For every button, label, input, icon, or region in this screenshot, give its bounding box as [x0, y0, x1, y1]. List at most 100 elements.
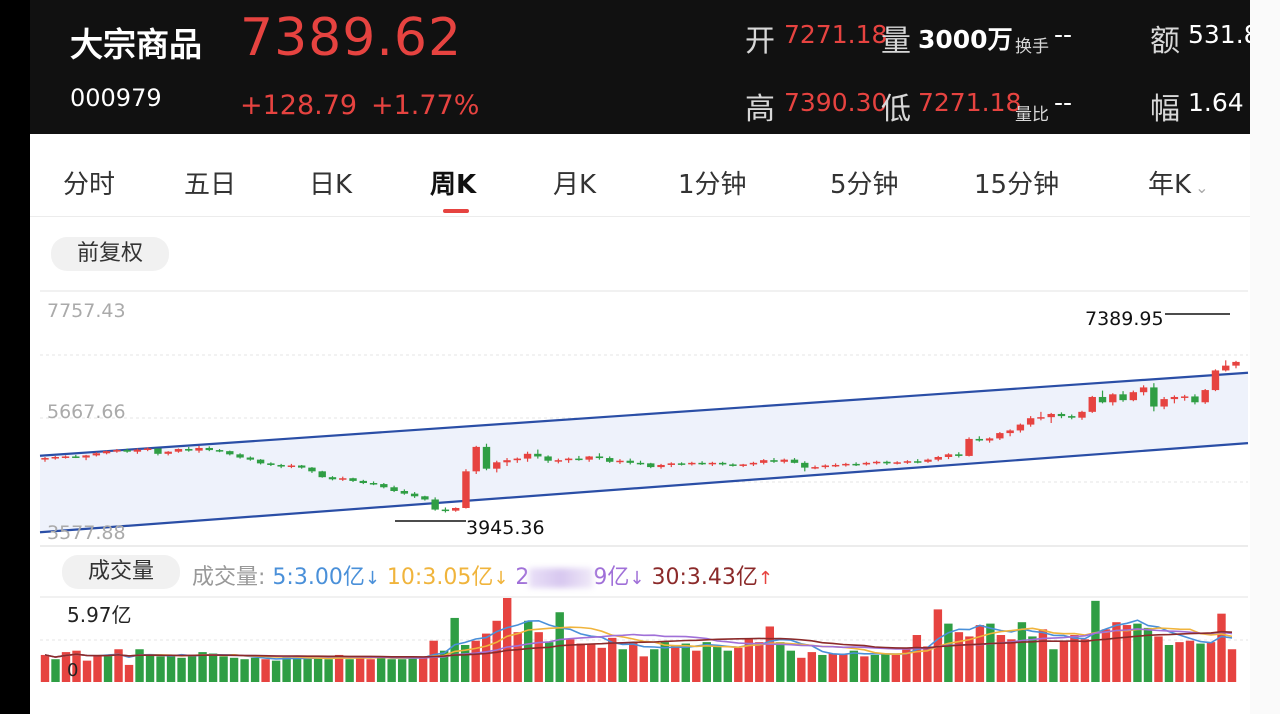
candlestick — [287, 465, 296, 467]
candlestick — [349, 478, 357, 481]
candlestick — [780, 459, 788, 462]
high-value: 7390.30 — [784, 88, 888, 117]
tab-daily-k[interactable]: 日K — [309, 170, 353, 200]
candlestick — [677, 463, 686, 465]
volume-bar — [849, 650, 859, 682]
volume-bar — [1122, 625, 1132, 682]
volume-bar — [313, 657, 323, 682]
candlestick — [174, 449, 183, 452]
candlestick — [1037, 417, 1045, 419]
volume-bar — [387, 659, 396, 682]
high-marker-label: 7389.95 — [1085, 308, 1164, 330]
volume-bar — [502, 597, 512, 682]
volume-bar — [1227, 649, 1237, 682]
volume-bar — [1017, 622, 1027, 682]
candlestick — [616, 460, 624, 463]
low-marker-label: 3945.36 — [466, 517, 545, 539]
volume-bar — [282, 656, 291, 682]
volume-bar — [1059, 640, 1069, 682]
candlestick — [431, 499, 439, 510]
tab-15min[interactable]: 15分钟 — [974, 170, 1060, 200]
candlestick — [657, 464, 665, 468]
candlestick — [143, 448, 152, 450]
volume-bar — [250, 657, 260, 682]
volume-bar — [1080, 639, 1090, 682]
volume-bar — [471, 640, 480, 682]
candlestick — [1201, 390, 1209, 403]
volume-bar — [376, 656, 386, 682]
volume-bar — [166, 654, 176, 682]
candlestick — [339, 478, 347, 480]
volume-bar — [524, 620, 533, 682]
candlestick — [708, 462, 717, 465]
volume-bar — [954, 632, 964, 682]
volume-bar — [881, 653, 890, 682]
amplitude-value: 1.64 — [1188, 88, 1244, 117]
volume-bar — [460, 644, 470, 682]
volume-bar — [839, 653, 848, 682]
candlestick — [41, 458, 49, 460]
candlestick — [852, 463, 860, 466]
tab-1min[interactable]: 1分钟 — [678, 170, 747, 200]
volume-bar — [912, 635, 922, 682]
volume-bar — [355, 656, 365, 682]
volume-indicator-button[interactable]: 成交量 — [62, 555, 180, 589]
volume-bar — [1206, 642, 1216, 682]
candlestick — [985, 438, 994, 441]
y-axis-mid-label: 5667.66 — [47, 401, 126, 423]
index-price: 7389.62 — [240, 8, 463, 68]
candlestick — [554, 460, 563, 462]
candlestick — [667, 463, 675, 465]
tab-5min[interactable]: 5分钟 — [830, 170, 899, 200]
volume-bar — [755, 642, 764, 682]
volume-bar — [439, 650, 449, 682]
volume-bar — [1175, 642, 1184, 682]
candlestick — [924, 459, 932, 462]
volume-bar — [240, 659, 249, 682]
candlestick — [955, 454, 963, 456]
down-arrow-icon: ↓ — [364, 568, 380, 589]
candlestick — [1150, 387, 1158, 407]
volume-bar — [671, 644, 680, 682]
volume-ratio-value: -- — [1054, 88, 1073, 117]
volume-bar — [1154, 636, 1163, 682]
candlestick — [472, 446, 480, 472]
up-arrow-icon: ↑ — [757, 568, 774, 589]
candlestick — [790, 459, 799, 463]
candlestick — [1191, 396, 1199, 403]
candlestick — [544, 456, 552, 461]
volume-bar — [1028, 636, 1037, 682]
candlestick — [410, 493, 419, 497]
candlestick — [831, 464, 840, 467]
candlestick — [739, 464, 747, 466]
adjust-button[interactable]: 前复权 — [51, 237, 169, 271]
open-value: 7271.18 — [784, 20, 888, 49]
period-tabs: 分时 五日 日K 周K 月K 1分钟 5分钟 15分钟 年K ⌄ — [30, 148, 1250, 217]
candlestick — [606, 458, 614, 462]
candlestick — [688, 462, 696, 465]
volume-bar — [723, 650, 732, 682]
active-tab-indicator — [443, 209, 469, 213]
quote-header: 大宗商品 000979 7389.62 +128.79 +1.77% 开 727… — [30, 0, 1250, 134]
ma20-value-suffix: 9亿 — [593, 565, 630, 590]
candlestick — [1098, 396, 1107, 403]
tab-monthly-k[interactable]: 月K — [553, 170, 597, 200]
ma10-value: 10:3.05亿 — [386, 565, 494, 590]
tab-intraday[interactable]: 分时 — [63, 170, 116, 200]
channel-lower-line — [39, 442, 1249, 534]
candlestick — [893, 462, 901, 464]
tab-yearly-k[interactable]: 年K ⌄ — [1148, 164, 1208, 201]
tab-weekly-k[interactable]: 周K — [430, 170, 477, 200]
candlestick — [236, 454, 244, 458]
volume-bar — [418, 657, 428, 682]
volume-ratio-label: 量比 — [1015, 105, 1049, 125]
candlestick — [359, 480, 367, 484]
candlestick — [154, 448, 162, 454]
volume-bar — [1091, 600, 1100, 682]
volume-bar — [765, 626, 775, 682]
candlestick — [534, 453, 542, 457]
candlestick — [441, 509, 450, 512]
volume-bar — [629, 642, 638, 682]
down-arrow-icon: ↓ — [493, 568, 509, 589]
tab-five-day[interactable]: 五日 — [184, 170, 237, 200]
